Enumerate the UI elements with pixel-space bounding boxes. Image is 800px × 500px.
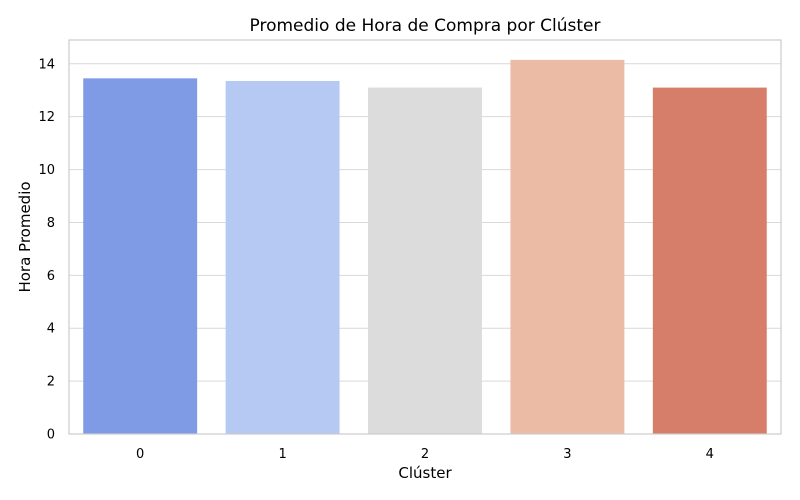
- plot-frame: [68, 39, 782, 435]
- bar-cluster-1: [225, 80, 340, 435]
- x-tick-label: 1: [278, 447, 286, 462]
- chart-title: Promedio de Hora de Compra por Clúster: [250, 16, 601, 36]
- y-axis-label: Hora Promedio: [16, 181, 34, 292]
- y-tick-label: 2: [47, 375, 55, 390]
- bar-cluster-3: [510, 59, 625, 434]
- x-tick-label: 0: [136, 447, 144, 462]
- y-tick-label: 14: [38, 57, 55, 72]
- x-axis-label: Clúster: [398, 464, 452, 482]
- bar-cluster-0: [83, 78, 198, 434]
- bar-cluster-2: [368, 87, 482, 434]
- x-tick-label: 3: [563, 447, 571, 462]
- y-tick-labels: 0 2 4 6 8 10 12 14: [38, 57, 55, 442]
- x-tick-label: 2: [421, 447, 429, 462]
- y-tick-label: 10: [38, 163, 55, 178]
- bar-cluster-4: [652, 87, 767, 434]
- x-tick-label: 4: [706, 447, 714, 462]
- y-tick-label: 4: [47, 322, 55, 337]
- y-tick-label: 8: [47, 216, 55, 231]
- y-tick-label: 6: [47, 269, 55, 284]
- x-tick-labels: 0 1 2 3 4: [136, 447, 714, 462]
- y-tick-label: 12: [38, 110, 55, 125]
- bars: [83, 59, 767, 435]
- y-tick-label: 0: [47, 428, 55, 443]
